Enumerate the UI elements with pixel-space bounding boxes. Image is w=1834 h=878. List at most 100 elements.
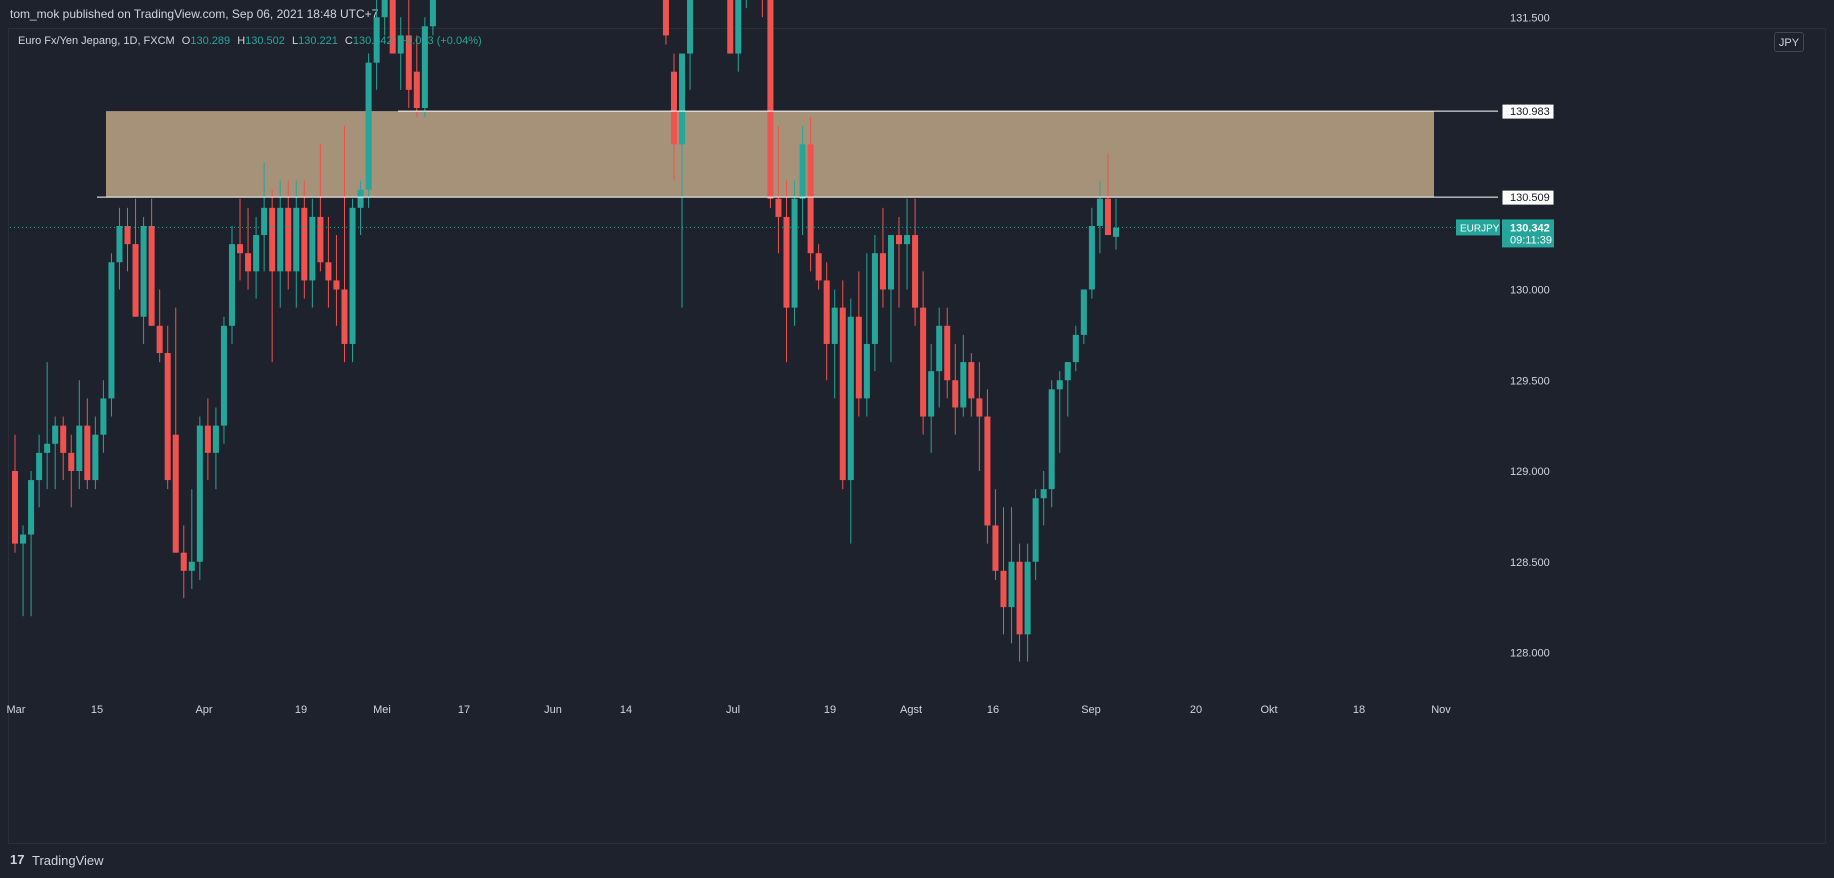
candle-body — [132, 244, 139, 317]
countdown-label: 09:11:39 — [1510, 234, 1552, 246]
candle-body — [727, 0, 734, 54]
candle-body — [60, 425, 67, 453]
candle-body — [1088, 225, 1095, 290]
candle-body — [397, 35, 404, 54]
candle-body — [188, 561, 195, 571]
x-tick-label: 15 — [91, 704, 103, 716]
high-label: H — [237, 35, 246, 47]
y-tick-label: 128.500 — [1510, 557, 1550, 569]
candle-body — [196, 425, 203, 562]
candle-body — [912, 235, 919, 308]
x-tick-label: Okt — [1260, 704, 1277, 716]
candle-body — [1024, 561, 1031, 635]
candle-body — [735, 0, 742, 54]
candle-body — [373, 17, 380, 63]
candle-body — [220, 325, 227, 426]
candle-body — [172, 434, 179, 553]
currency-button[interactable]: JPY — [1774, 32, 1804, 52]
candle-body — [164, 353, 171, 481]
candle-body — [662, 0, 669, 36]
candle-body — [293, 207, 300, 272]
candle-body — [413, 71, 420, 108]
candle-body — [1000, 570, 1007, 608]
y-tick-label: 128.000 — [1510, 648, 1550, 660]
candle-body — [783, 216, 790, 308]
current-price-box — [1502, 219, 1554, 248]
symbol-legend: Euro Fx/Yen Jepang, 1D, FXCM O130.289 H1… — [18, 35, 482, 47]
candle-body — [365, 62, 372, 190]
candle-body — [261, 207, 268, 236]
candle-body — [405, 35, 412, 90]
candle-body — [108, 262, 115, 399]
candle-body — [1112, 227, 1120, 237]
price-label: 130.509 — [1510, 192, 1550, 204]
candle-body — [775, 198, 782, 217]
y-tick-label: 129.500 — [1510, 375, 1550, 387]
candle-body — [269, 207, 276, 272]
candle-body — [1064, 362, 1071, 381]
y-tick-label: 129.000 — [1510, 466, 1550, 478]
candle-body — [301, 207, 308, 281]
candle-body — [960, 362, 967, 408]
footer: 17 TradingView — [0, 844, 1834, 878]
candle-body — [871, 253, 878, 344]
price-label-box[interactable] — [1501, 103, 1555, 120]
candle-body — [976, 398, 983, 417]
candle-body — [309, 216, 316, 281]
close-label: C — [344, 35, 353, 47]
candle-body — [116, 225, 123, 263]
candlestick-chart[interactable]: 134.500134.000133.500133.000132.500132.0… — [0, 0, 1834, 844]
candle-body — [879, 253, 886, 290]
candle-body — [799, 144, 806, 199]
candle-body — [1040, 489, 1047, 499]
candle-body — [341, 289, 348, 344]
candle-body — [357, 189, 364, 208]
x-tick-label: 19 — [824, 704, 836, 716]
candle-body — [1096, 198, 1103, 226]
candle-body — [928, 371, 935, 417]
candle-body — [11, 471, 19, 544]
candle-body — [807, 144, 814, 254]
candle-body — [767, 0, 774, 199]
candle-body — [992, 525, 999, 571]
x-tick-label: Sep — [1081, 704, 1101, 716]
candle-body — [823, 280, 830, 344]
candle-body — [140, 225, 147, 317]
candle-body — [253, 235, 260, 272]
candle-body — [920, 307, 927, 417]
close-value: 130.342 — [352, 35, 393, 47]
candle-body — [84, 425, 91, 481]
candle-body — [68, 452, 75, 471]
candle-body — [421, 26, 428, 109]
candle-body — [381, 0, 388, 18]
y-tick-label: 130.000 — [1510, 285, 1550, 297]
candle-body — [1008, 561, 1015, 608]
candle-body — [237, 244, 244, 254]
brand-name[interactable]: TradingView — [32, 853, 104, 868]
candle-body — [831, 307, 838, 344]
price-label-box[interactable] — [1501, 189, 1555, 206]
current-price-label: 130.342 — [1510, 222, 1550, 234]
x-tick-label: 16 — [987, 704, 999, 716]
candle-body — [968, 362, 975, 399]
candle-body — [791, 198, 798, 308]
candle-body — [887, 235, 894, 290]
candle-body — [839, 307, 846, 481]
candle-body — [277, 207, 284, 272]
y-tick-label: 131.500 — [1510, 12, 1550, 24]
top-bar: tom_mok published on TradingView.com, Se… — [0, 0, 1834, 28]
candle-body — [984, 416, 991, 526]
candle-body — [1032, 498, 1039, 562]
candle-body — [847, 316, 854, 481]
symbol-title: Euro Fx/Yen Jepang, 1D, FXCM — [18, 35, 175, 47]
candle-body — [228, 244, 235, 326]
change-value: +0.053 (+0.04%) — [399, 35, 482, 47]
symbol-tag-box — [1456, 219, 1500, 236]
x-tick-label: 19 — [295, 704, 307, 716]
candle-body — [670, 71, 678, 145]
candle-body — [76, 425, 83, 471]
candle-body — [92, 434, 99, 481]
x-tick-label: Nov — [1431, 704, 1451, 716]
tradingview-logo-icon[interactable]: 17 — [10, 852, 25, 867]
x-tick-label: 14 — [620, 704, 632, 716]
